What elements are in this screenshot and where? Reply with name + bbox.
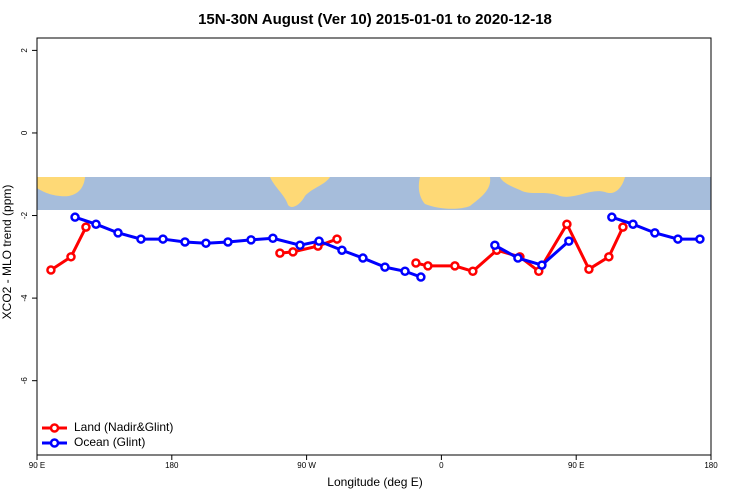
- series-point: [136, 234, 146, 244]
- plot-frame: [36, 37, 712, 456]
- series-point: [400, 266, 410, 277]
- series-point: [380, 262, 390, 272]
- series-point: [246, 235, 256, 245]
- y-tick-label: 2: [20, 48, 29, 53]
- x-tick-label: 90 W: [297, 461, 316, 470]
- series-point: [288, 247, 298, 257]
- series-line: [74, 215, 422, 279]
- series-line: [50, 226, 88, 272]
- legend-label: Ocean (Glint): [74, 435, 145, 449]
- series-point: [628, 219, 638, 229]
- series-point: [66, 252, 76, 262]
- x-axis-label: Longitude (deg E): [327, 475, 422, 489]
- y-axis-label: XCO2 - MLO trend (ppm): [0, 185, 14, 320]
- series-point: [91, 219, 101, 229]
- series-point: [113, 228, 123, 238]
- series-point: [275, 248, 285, 258]
- y-tick-label: -2: [20, 211, 29, 219]
- y-tick-label: 0: [20, 130, 29, 135]
- series-point: [201, 238, 211, 248]
- series-line: [279, 237, 338, 255]
- series-point: [650, 228, 660, 238]
- series-point: [618, 222, 628, 232]
- series-point: [513, 253, 523, 263]
- x-tick-label: 180: [165, 461, 179, 470]
- series-point: [604, 252, 614, 262]
- series-point: [450, 261, 460, 271]
- series-point: [81, 222, 91, 232]
- series-point: [607, 212, 617, 222]
- series-point: [70, 212, 80, 222]
- series-point: [695, 234, 705, 244]
- series-point: [180, 237, 190, 247]
- series-point: [46, 265, 56, 275]
- series-point: [295, 240, 305, 251]
- legend-label: Land (Nadir&Glint): [74, 420, 173, 434]
- x-tick-label: 90 E: [29, 461, 45, 470]
- series-point: [337, 245, 347, 255]
- series-point: [673, 234, 683, 244]
- series-point: [537, 260, 547, 270]
- legend-marker: [49, 438, 60, 448]
- map-strip: [37, 177, 711, 210]
- series-point: [411, 258, 421, 268]
- series-point: [158, 234, 168, 244]
- series-point: [423, 261, 433, 271]
- series-point: [314, 236, 324, 246]
- series-point: [416, 272, 426, 282]
- legend-marker: [49, 423, 60, 433]
- series-point: [358, 253, 368, 263]
- series-point: [223, 237, 233, 247]
- series-point: [468, 266, 478, 277]
- series-point: [490, 240, 500, 251]
- series-point: [268, 233, 278, 243]
- series-point: [564, 236, 574, 246]
- series-line: [494, 240, 570, 267]
- y-tick-label: -6: [20, 377, 29, 385]
- y-tick-label: -4: [20, 294, 29, 302]
- x-tick-label: 90 E: [568, 461, 584, 470]
- chart-title: 15N-30N August (Ver 10) 2015-01-01 to 20…: [198, 11, 552, 28]
- series-point: [332, 234, 342, 244]
- series-point: [584, 264, 594, 274]
- x-tick-label: 180: [704, 461, 718, 470]
- series-point: [562, 219, 572, 229]
- series-line: [415, 221, 625, 274]
- x-tick-label: 0: [439, 461, 444, 470]
